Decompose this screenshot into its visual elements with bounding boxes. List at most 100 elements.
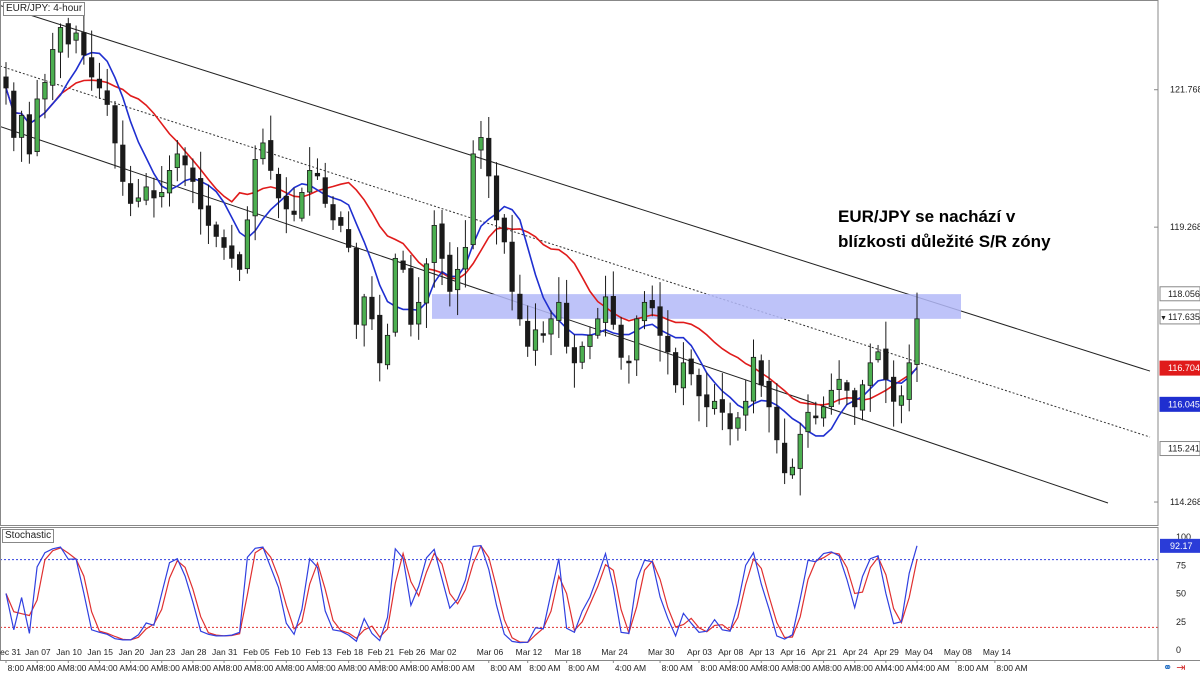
- candle[interactable]: [127, 165, 134, 217]
- candle[interactable]: [408, 254, 414, 337]
- candle[interactable]: [859, 379, 866, 421]
- candle[interactable]: [634, 315, 640, 376]
- arrow-right-icon[interactable]: ⇥: [1176, 662, 1186, 674]
- candle[interactable]: [797, 422, 803, 496]
- candle[interactable]: [867, 343, 873, 412]
- candle[interactable]: [564, 279, 570, 354]
- candle[interactable]: [198, 151, 204, 235]
- candle[interactable]: [299, 187, 305, 222]
- candle[interactable]: [891, 360, 897, 427]
- candle[interactable]: [883, 321, 889, 404]
- candle[interactable]: [828, 373, 834, 415]
- candle[interactable]: [322, 162, 328, 208]
- candle[interactable]: [392, 253, 398, 337]
- candle[interactable]: [151, 177, 157, 218]
- candle[interactable]: [275, 167, 282, 219]
- candle[interactable]: [540, 321, 546, 343]
- candle[interactable]: [587, 326, 593, 360]
- candle[interactable]: [384, 323, 391, 370]
- candle[interactable]: [626, 355, 632, 384]
- candle[interactable]: [875, 344, 881, 363]
- candle[interactable]: [711, 384, 718, 415]
- candle[interactable]: [509, 214, 515, 311]
- candle[interactable]: [182, 147, 188, 187]
- candle[interactable]: [766, 359, 772, 433]
- price-pane[interactable]: [0, 5, 1151, 504]
- candle[interactable]: [431, 210, 437, 288]
- candle[interactable]: [50, 32, 56, 101]
- candle[interactable]: [338, 211, 344, 233]
- candle[interactable]: [307, 147, 313, 216]
- candle[interactable]: [470, 140, 476, 250]
- candle[interactable]: [914, 292, 920, 382]
- candle[interactable]: [493, 162, 500, 245]
- candle[interactable]: [283, 177, 289, 234]
- candle[interactable]: [602, 275, 609, 337]
- candle[interactable]: [525, 305, 531, 357]
- candle[interactable]: [330, 196, 336, 230]
- candle[interactable]: [244, 206, 250, 274]
- candle[interactable]: [143, 173, 149, 206]
- candle[interactable]: [400, 250, 406, 273]
- candle[interactable]: [89, 30, 95, 91]
- candle[interactable]: [665, 310, 671, 375]
- chain-link-icon[interactable]: ⚭: [1163, 662, 1173, 674]
- candle[interactable]: [34, 79, 40, 157]
- candle[interactable]: [532, 303, 539, 366]
- candle[interactable]: [104, 68, 110, 116]
- candle[interactable]: [57, 23, 64, 79]
- candle[interactable]: [314, 158, 321, 180]
- candle[interactable]: [73, 25, 79, 54]
- candle[interactable]: [439, 209, 445, 286]
- candle[interactable]: [696, 368, 702, 422]
- candle[interactable]: [750, 339, 757, 414]
- candle[interactable]: [190, 158, 196, 204]
- candle[interactable]: [844, 379, 850, 406]
- candle[interactable]: [3, 62, 9, 105]
- candle[interactable]: [42, 73, 48, 119]
- candle[interactable]: [774, 383, 780, 454]
- candle[interactable]: [805, 394, 811, 448]
- candle[interactable]: [252, 145, 258, 241]
- candle[interactable]: [268, 115, 274, 180]
- candle[interactable]: [236, 251, 243, 282]
- candle[interactable]: [704, 372, 710, 428]
- candle[interactable]: [81, 13, 87, 65]
- candle[interactable]: [361, 293, 367, 347]
- candle[interactable]: [657, 282, 663, 362]
- candle[interactable]: [579, 341, 585, 370]
- candle[interactable]: [758, 354, 764, 397]
- candle[interactable]: [353, 242, 359, 339]
- candle[interactable]: [345, 211, 352, 253]
- candle[interactable]: [673, 347, 679, 393]
- candle[interactable]: [727, 402, 733, 446]
- candle[interactable]: [11, 82, 17, 152]
- candle[interactable]: [135, 179, 141, 208]
- candle[interactable]: [501, 214, 507, 254]
- candle[interactable]: [369, 276, 375, 330]
- candle[interactable]: [291, 187, 297, 222]
- candle[interactable]: [120, 120, 126, 196]
- stochastic-pane[interactable]: [0, 544, 1158, 644]
- candle[interactable]: [680, 342, 687, 406]
- candle[interactable]: [719, 373, 725, 431]
- candle[interactable]: [213, 221, 219, 248]
- candle[interactable]: [462, 220, 468, 288]
- candle[interactable]: [455, 247, 461, 316]
- candle[interactable]: [641, 291, 648, 330]
- candle[interactable]: [229, 224, 235, 268]
- candle[interactable]: [556, 277, 562, 339]
- candle[interactable]: [906, 344, 912, 412]
- candle[interactable]: [517, 274, 523, 326]
- candle[interactable]: [96, 62, 103, 99]
- candle[interactable]: [65, 17, 71, 58]
- candle[interactable]: [260, 128, 266, 165]
- candle[interactable]: [377, 294, 383, 382]
- candle[interactable]: [610, 271, 616, 330]
- candle[interactable]: [595, 307, 601, 339]
- candle[interactable]: [478, 120, 484, 169]
- candle[interactable]: [735, 411, 741, 441]
- candle[interactable]: [447, 242, 453, 307]
